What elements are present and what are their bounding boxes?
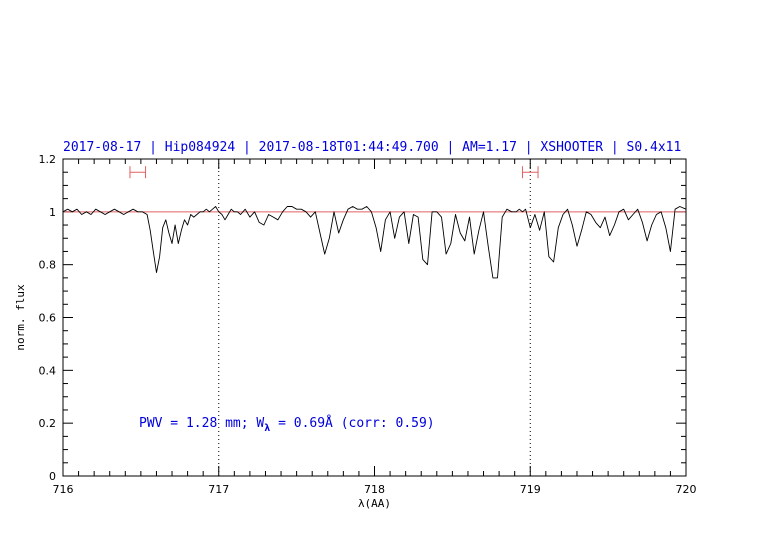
chart-marks — [62, 159, 687, 476]
chart-title: 2017-08-17 | Hip084924 | 2017-08-18T01:4… — [63, 140, 681, 155]
pwv-annotation: PWV = 1.28 mm; Wλ = 0.69Å (corr: 0.59) — [139, 415, 435, 434]
annotation-suffix: = 0.69Å (corr: 0.59) — [270, 415, 434, 431]
x-axis-label: λ(AA) — [358, 497, 391, 510]
plot-frame — [62, 158, 687, 477]
y-tick-label: 0.4 — [39, 364, 57, 377]
y-tick-label: 0.2 — [39, 417, 57, 430]
x-tick-label: 716 — [53, 483, 74, 496]
y-tick-label: 0 — [49, 470, 56, 483]
annotation-prefix: PWV = 1.28 mm; W — [139, 416, 264, 431]
y-axis-label: norm. flux — [14, 284, 27, 351]
x-tick-label: 720 — [676, 483, 697, 496]
annotation-subscript: λ — [264, 423, 270, 434]
x-tick-label: 719 — [520, 483, 541, 496]
x-tick-label: 717 — [208, 483, 229, 496]
y-tick-label: 0.8 — [39, 259, 57, 272]
y-tick-label: 1 — [49, 206, 56, 219]
x-tick-label: 718 — [364, 483, 385, 496]
axis-ticks: 716 717 718 719 720 0 0.2 0.4 0.6 0.8 1 1.2 — [39, 153, 697, 496]
y-tick-label: 0.6 — [39, 312, 57, 325]
y-tick-label: 1.2 — [39, 153, 57, 166]
spectrum-line — [62, 206, 687, 279]
